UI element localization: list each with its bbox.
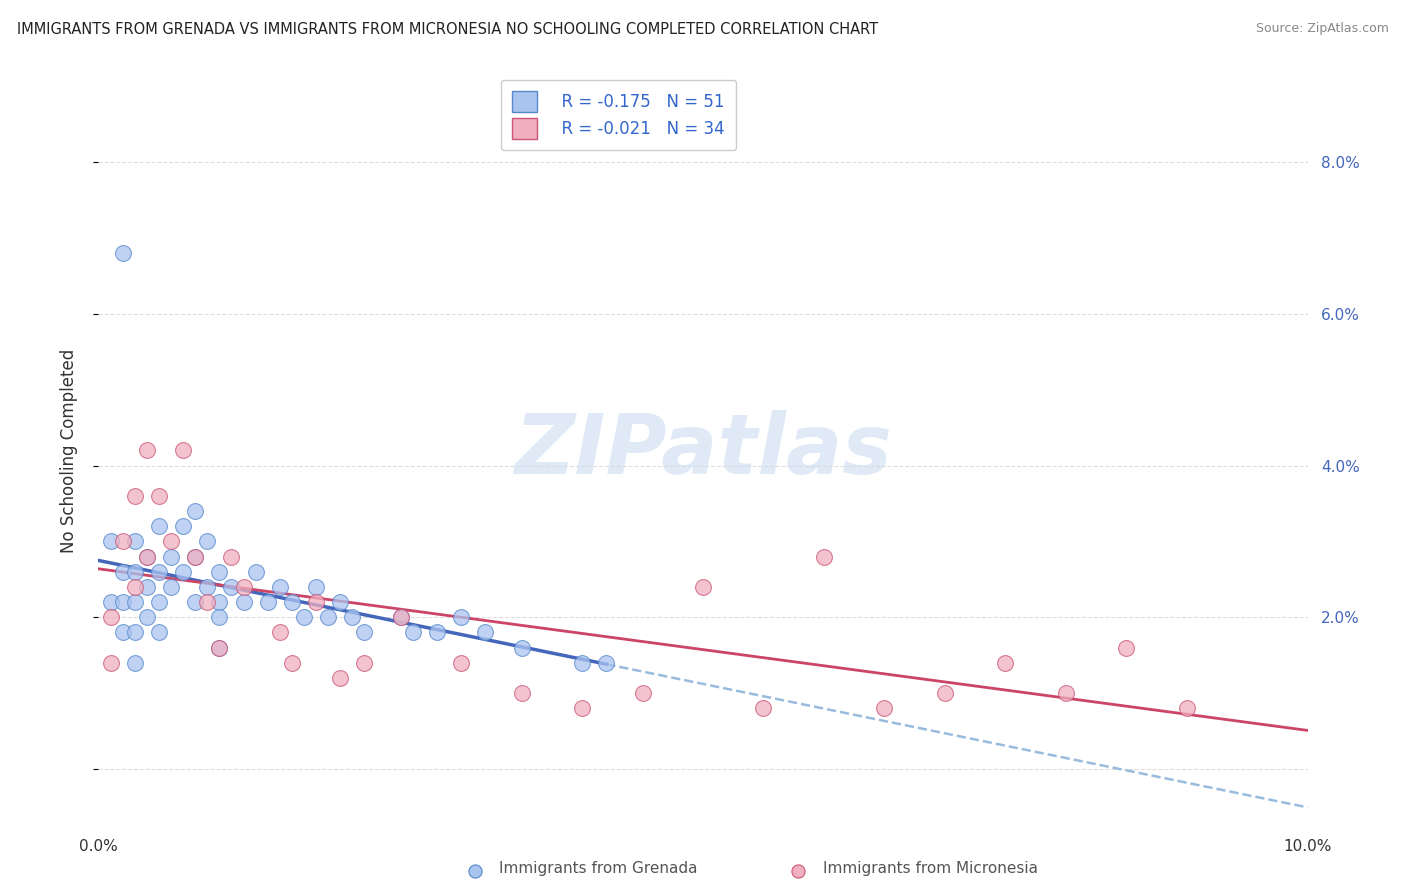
Point [292,610,315,624]
Point [148,565,170,579]
Point [208,565,231,579]
Point [631,686,654,700]
Text: ZIPatlas: ZIPatlas [515,410,891,491]
Point [148,489,170,503]
Point [172,565,194,579]
Point [111,625,134,640]
Point [111,595,134,609]
Point [208,640,231,655]
Point [100,534,122,549]
Point [135,580,157,594]
Point [124,565,146,579]
Point [195,580,218,594]
Point [124,580,146,594]
Point [148,625,170,640]
Point [208,610,231,624]
Point [232,595,254,609]
Point [135,549,157,564]
Point [305,580,328,594]
Point [450,656,472,670]
Point [100,610,122,624]
Point [281,595,304,609]
Point [135,610,157,624]
Legend:   R = -0.175   N = 51,   R = -0.021   N = 34: R = -0.175 N = 51, R = -0.021 N = 34 [501,79,735,151]
Point [571,656,593,670]
Point [402,625,425,640]
Point [111,565,134,579]
Point [124,534,146,549]
Point [124,625,146,640]
Point [426,625,449,640]
Point [135,443,157,458]
Point [994,656,1017,670]
Point [221,580,243,594]
Point [208,595,231,609]
Point [281,656,304,670]
Point [184,504,207,518]
Point [389,610,412,624]
Point [135,549,157,564]
Point [692,580,714,594]
Y-axis label: No Schooling Completed: No Schooling Completed [59,349,77,552]
Point [195,534,218,549]
Point [1115,640,1137,655]
Point [329,671,352,685]
Point [474,625,496,640]
Point [160,580,183,594]
Point [1054,686,1077,700]
Point [124,489,146,503]
Point [245,565,267,579]
Text: Immigrants from Micronesia: Immigrants from Micronesia [823,861,1038,876]
Text: Source: ZipAtlas.com: Source: ZipAtlas.com [1256,22,1389,36]
Text: IMMIGRANTS FROM GRENADA VS IMMIGRANTS FROM MICRONESIA NO SCHOOLING COMPLETED COR: IMMIGRANTS FROM GRENADA VS IMMIGRANTS FR… [17,22,877,37]
Point [316,610,339,624]
Point [269,625,291,640]
Point [595,656,617,670]
Point [464,863,486,878]
Point [172,519,194,533]
Point [787,863,810,878]
Point [100,595,122,609]
Point [208,640,231,655]
Point [184,549,207,564]
Point [510,640,533,655]
Point [124,656,146,670]
Point [752,701,775,715]
Point [100,656,122,670]
Point [221,549,243,564]
Point [571,701,593,715]
Point [305,595,328,609]
Point [256,595,278,609]
Point [160,549,183,564]
Point [184,549,207,564]
Point [148,519,170,533]
Point [124,595,146,609]
Point [184,595,207,609]
Point [873,701,896,715]
Point [172,443,194,458]
Point [111,246,134,260]
Text: Immigrants from Grenada: Immigrants from Grenada [499,861,697,876]
Point [195,595,218,609]
Point [160,534,183,549]
Point [329,595,352,609]
Point [1175,701,1198,715]
Point [353,625,375,640]
Point [934,686,956,700]
Point [232,580,254,594]
Point [111,534,134,549]
Point [450,610,472,624]
Point [389,610,412,624]
Point [510,686,533,700]
Point [813,549,835,564]
Point [353,656,375,670]
Point [342,610,364,624]
Point [269,580,291,594]
Point [148,595,170,609]
